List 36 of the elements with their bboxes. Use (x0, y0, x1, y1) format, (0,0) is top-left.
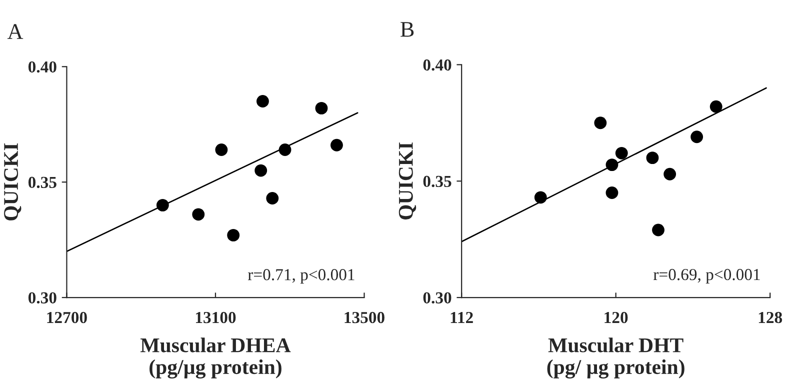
point (606, 186, 618, 199)
x-tick-label: 112 (450, 312, 473, 323)
point (615, 146, 628, 160)
y-tick-label: 0.35 (423, 176, 452, 188)
x-tick-label: 12700 (47, 312, 87, 324)
point (215, 144, 228, 156)
x-tick-label: 13500 (344, 312, 384, 324)
y-tick-label: 0.40 (423, 59, 452, 71)
y-tick-label: 0.30 (28, 292, 56, 304)
point (690, 130, 704, 144)
point (315, 102, 328, 114)
point (254, 164, 268, 177)
point (594, 116, 607, 130)
point (664, 168, 676, 180)
point (646, 152, 659, 164)
x-tick-label: 13100 (196, 312, 236, 324)
y-axis-title: QUICKI (398, 142, 416, 220)
point (227, 228, 240, 242)
point (710, 100, 722, 113)
annotation: r=0.69, p<0.001 (653, 268, 760, 284)
x-tick-label: 120 (604, 312, 628, 324)
chart-title: A (7, 24, 24, 39)
point (330, 138, 343, 152)
x-axis-title: Muscular DHEA (pg/µg protein) (140, 338, 291, 378)
chart-title: B (400, 22, 414, 37)
y-tick-label: 0.40 (28, 61, 56, 73)
point (652, 224, 664, 236)
y-tick-label: 0.30 (423, 292, 452, 304)
point (192, 208, 205, 221)
y-axis-title: QUICKI (4, 143, 22, 220)
annotation: r=0.71, p<0.001 (248, 269, 354, 284)
point (256, 95, 269, 108)
point (266, 192, 279, 204)
y-tick-label: 0.35 (28, 176, 56, 188)
x-tick-label: 128 (758, 312, 782, 324)
x-axis-title: Muscular DHT (pg/ µg protein) (547, 338, 684, 378)
